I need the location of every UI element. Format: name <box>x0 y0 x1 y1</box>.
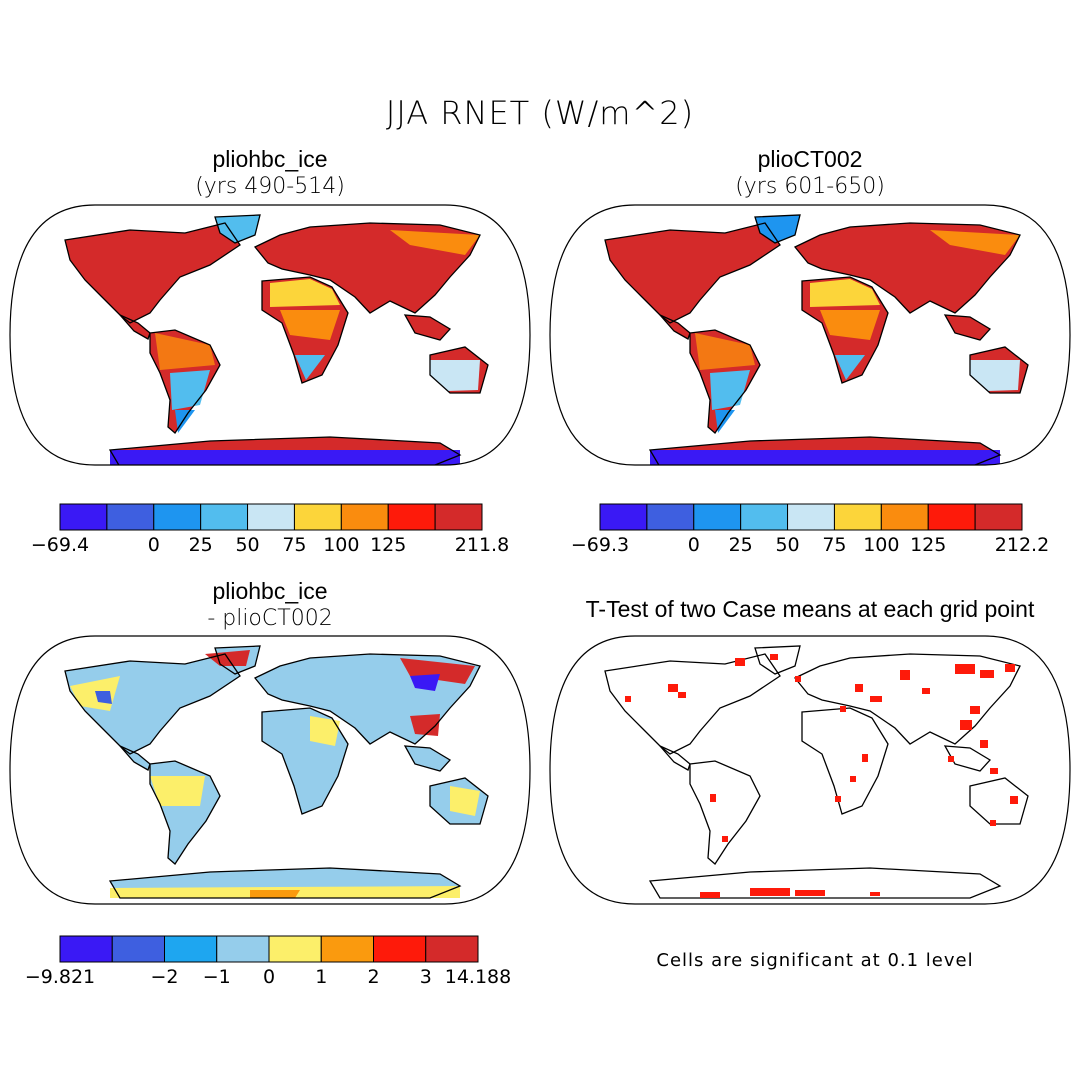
significant-cell <box>990 820 996 826</box>
colorbar-tick-label: 211.8 <box>454 534 510 556</box>
colorbar-tick-label: 2 <box>367 966 380 988</box>
panel1-map <box>10 205 530 465</box>
colorbar-tick-label: 212.2 <box>994 534 1050 556</box>
colorbar-swatch <box>106 503 155 531</box>
colorbar-tick-label: −9.821 <box>24 966 96 988</box>
colorbar-tick-label: 75 <box>282 534 307 556</box>
colorbar-swatch <box>787 503 835 531</box>
significant-cell <box>668 684 678 692</box>
colorbar-tick-label: 14.188 <box>444 966 512 988</box>
significant-cell <box>870 696 882 702</box>
colorbar-swatch <box>216 935 270 963</box>
colorbar-swatch <box>153 503 202 531</box>
panel2-map <box>550 205 1070 465</box>
colorbar-tick-label: −1 <box>202 966 231 988</box>
significant-cell <box>835 796 841 802</box>
colorbar-swatch <box>599 503 648 531</box>
colorbar-tick-label: 0 <box>147 534 160 556</box>
significant-cell <box>795 890 825 896</box>
colorbar-swatch <box>268 935 322 963</box>
significant-cell <box>1005 664 1015 672</box>
significant-cell <box>980 670 994 678</box>
colorbar-tick-label: 75 <box>822 534 847 556</box>
colorbar-tick-label: −69.3 <box>570 534 630 556</box>
significant-cell <box>678 692 686 698</box>
significant-cell <box>970 706 980 714</box>
panel1-subtitle: (yrs 490-514) <box>195 174 345 199</box>
panel4-title: T-Test of two Case means at each grid po… <box>585 596 1035 622</box>
significant-cell <box>795 676 801 682</box>
colorbar-tick-label: 0 <box>262 966 276 988</box>
colorbar-tick-label: 1 <box>315 966 328 988</box>
significant-cell <box>1010 796 1018 804</box>
colorbar-swatch <box>927 503 976 531</box>
colorbar-tick-label: 25 <box>188 534 213 556</box>
significant-cell <box>960 720 972 730</box>
significant-cell <box>840 706 846 712</box>
colorbar-panel2 <box>599 503 1023 531</box>
significant-cell <box>948 756 954 762</box>
colorbar-tick-label: −69.4 <box>30 534 90 556</box>
significant-cell <box>990 768 998 774</box>
colorbar-tick-label: 25 <box>728 534 753 556</box>
colorbar-tick-label: 100 <box>863 534 900 556</box>
colorbar-swatch <box>693 503 742 531</box>
panel3-title: pliohbc_ice <box>212 578 328 604</box>
significant-cell <box>862 754 868 762</box>
colorbar-panel1 <box>59 503 483 531</box>
colorbar-tick-label: 50 <box>235 534 260 556</box>
significant-cell <box>625 696 631 702</box>
significant-cell <box>922 688 930 694</box>
significant-cell <box>900 670 910 680</box>
colorbar-tick-label: 0 <box>687 534 700 556</box>
colorbar-swatch <box>974 503 1023 531</box>
colorbar-swatch <box>340 503 389 531</box>
colorbar-swatch <box>387 503 436 531</box>
panel3-map <box>10 636 530 904</box>
panel4-map <box>550 636 1070 904</box>
colorbar-swatch <box>200 503 249 531</box>
colorbar-swatch <box>293 503 342 531</box>
colorbar-swatch <box>434 503 483 531</box>
significant-cell <box>710 794 716 802</box>
colorbar-tick-label: 125 <box>370 534 407 556</box>
significant-cell <box>700 892 720 898</box>
significant-cell <box>980 740 988 748</box>
colorbar-tick-label: 50 <box>775 534 800 556</box>
colorbar-swatch <box>833 503 882 531</box>
panel2-title: plioCT002 <box>757 146 863 172</box>
significant-cells <box>625 654 1018 898</box>
colorbar-swatch <box>646 503 695 531</box>
colorbar-swatch <box>373 935 427 963</box>
significant-cell <box>870 892 880 896</box>
colorbar-panel3 <box>59 935 479 963</box>
panel1-title: pliohbc_ice <box>212 146 328 172</box>
figure-title: JJA RNET (W/m^2) <box>385 94 695 132</box>
colorbar-tick-label: 3 <box>419 966 432 988</box>
significant-cell <box>735 658 745 666</box>
panel3-subtitle: - plioCT002 <box>207 606 333 631</box>
significance-note: Cells are significant at 0.1 level <box>656 950 974 971</box>
colorbar-swatch <box>740 503 789 531</box>
significant-cell <box>722 836 728 842</box>
colorbar-swatch <box>111 935 165 963</box>
significant-cell <box>855 684 863 692</box>
significant-cell <box>955 664 975 674</box>
colorbar-swatch <box>880 503 929 531</box>
colorbar-swatch <box>425 935 479 963</box>
colorbar-swatch <box>59 503 108 531</box>
colorbar-swatch <box>164 935 218 963</box>
significant-cell <box>770 654 778 660</box>
colorbar-swatch <box>59 935 113 963</box>
colorbar-tick-label: 125 <box>910 534 947 556</box>
significant-cell <box>850 776 856 782</box>
significant-cell <box>750 888 790 896</box>
colorbar-tick-label: 100 <box>323 534 360 556</box>
colorbar-tick-label: −2 <box>150 966 179 988</box>
colorbar-swatch <box>247 503 295 531</box>
panel2-subtitle: (yrs 601-650) <box>735 174 885 199</box>
colorbar-swatch <box>320 935 374 963</box>
